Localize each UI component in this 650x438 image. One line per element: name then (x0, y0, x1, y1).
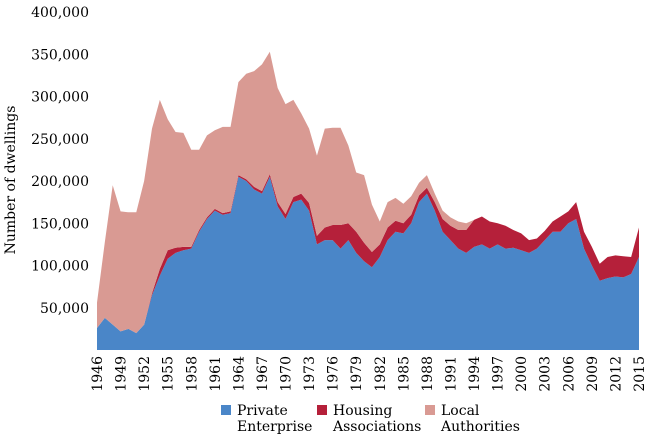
x-tick-label: 1958 (184, 356, 200, 392)
y-axis-title: Number of dwellings (3, 106, 19, 255)
legend-label-line2: Associations (332, 419, 421, 435)
y-tick-label: 300,000 (31, 90, 89, 106)
area-series-2 (97, 51, 639, 334)
area-series-0 (97, 176, 639, 350)
legend-label-line1: Local (441, 403, 480, 419)
x-tick-label: 2012 (608, 356, 624, 392)
x-tick-label: 1985 (396, 356, 412, 392)
x-tick-label: 1997 (491, 356, 507, 392)
x-tick-label: 2003 (538, 356, 554, 392)
y-tick-label: 250,000 (31, 132, 89, 148)
y-axis-ticks: 50,000 100,000 150,000 200,000 250,000 300,00… (31, 5, 89, 317)
x-tick-label: 2006 (561, 356, 577, 392)
x-tick-label: 1946 (90, 356, 106, 392)
y-tick-label: 50,000 (40, 301, 89, 317)
x-tick-label: 1961 (208, 356, 224, 392)
legend-swatch (221, 405, 231, 415)
x-tick-label: 1994 (467, 356, 483, 392)
y-tick-label: 100,000 (31, 259, 89, 275)
legend-label-line1: Housing (333, 403, 392, 419)
legend-swatch (425, 405, 435, 415)
x-tick-label: 2015 (632, 356, 648, 392)
area-series-1 (97, 174, 639, 334)
legend-label-line1: Private (237, 403, 288, 419)
x-tick-label: 1991 (443, 356, 459, 392)
x-tick-label: 1982 (373, 356, 389, 392)
legend-label-line2: Enterprise (237, 419, 312, 435)
x-tick-label: 1949 (114, 356, 130, 392)
x-tick-label: 2000 (514, 356, 530, 392)
y-tick-label: 350,000 (31, 47, 89, 63)
x-tick-label: 1952 (137, 356, 153, 392)
x-tick-label: 1979 (349, 356, 365, 392)
x-tick-label: 1955 (161, 356, 177, 392)
x-tick-label: 1964 (231, 356, 247, 392)
x-tick-label: 1976 (326, 356, 342, 392)
y-tick-label: 150,000 (31, 216, 89, 232)
legend-swatch (317, 405, 327, 415)
x-tick-label: 1973 (302, 356, 318, 392)
x-axis-ticks: 1946 1949 1952 1955 1958 1961 1964 1967 1970 1973… (90, 356, 648, 392)
legend-label-line2: Authorities (440, 419, 520, 435)
x-tick-label: 1988 (420, 356, 436, 392)
y-tick-label: 400,000 (31, 5, 89, 21)
area-layer (97, 51, 639, 350)
x-tick-label: 2009 (585, 356, 601, 392)
x-tick-label: 1967 (255, 356, 271, 392)
x-tick-label: 1970 (279, 356, 295, 392)
y-tick-label: 200,000 (31, 174, 89, 190)
